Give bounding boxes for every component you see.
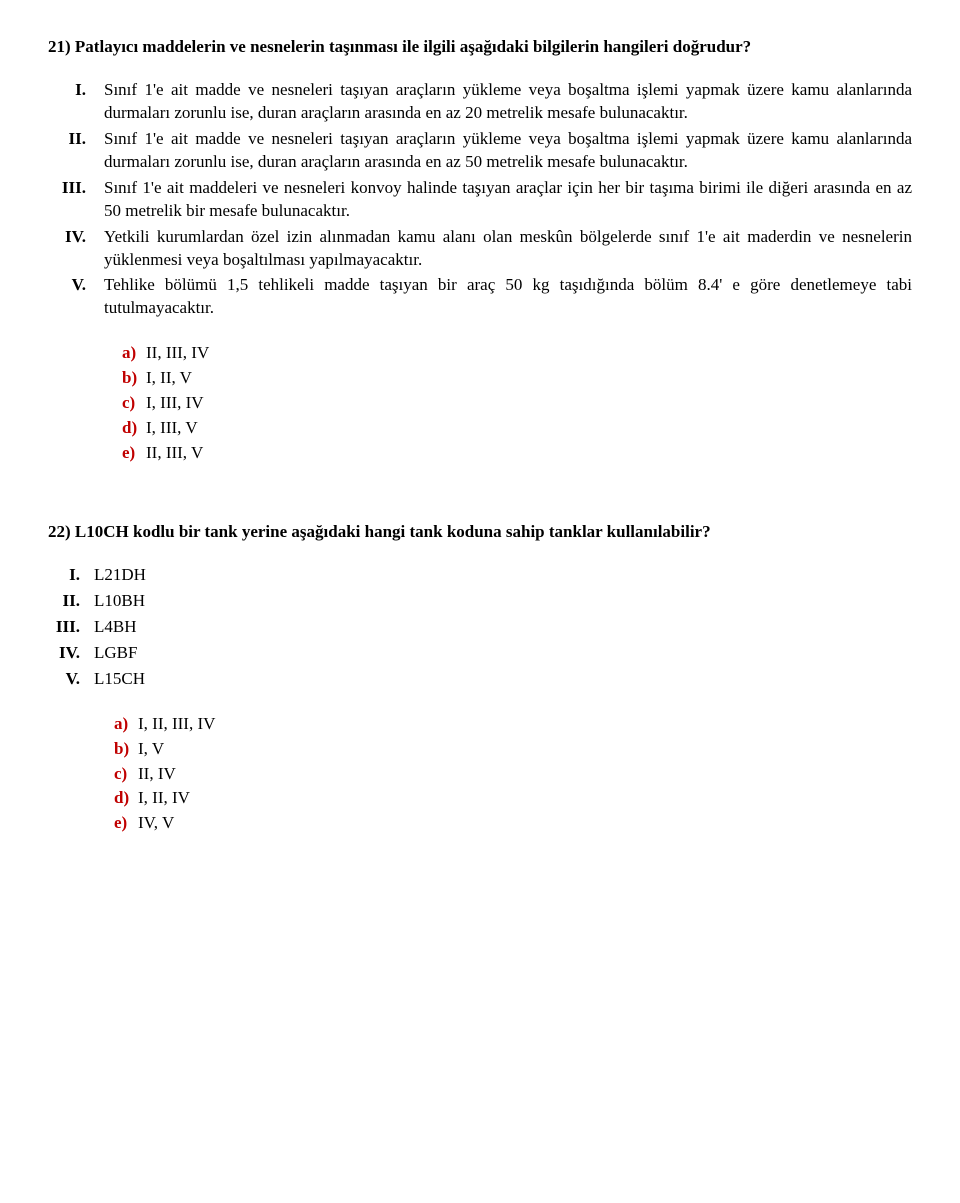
option-label: e) (122, 442, 146, 465)
statement: II. Sınıf 1'e ait madde ve nesneleri taş… (48, 128, 912, 174)
question-21: 21) Patlayıcı maddelerin ve nesnelerin t… (48, 36, 912, 465)
option-text: II, IV (138, 763, 912, 786)
question-22-statements: I. L21DH II. L10BH III. L4BH IV. LGBF V.… (48, 564, 912, 691)
option-text: I, III, IV (146, 392, 912, 415)
statement: IV. Yetkili kurumlardan özel izin alınma… (48, 226, 912, 272)
option[interactable]: d) I, III, V (122, 417, 912, 440)
statement-text: Sınıf 1'e ait madde ve nesneleri taşıyan… (104, 128, 912, 174)
statement-text: Tehlike bölümü 1,5 tehlikeli madde taşıy… (104, 274, 912, 320)
question-22: 22) L10CH kodlu bir tank yerine aşağıdak… (48, 521, 912, 835)
statement: I. Sınıf 1'e ait madde ve nesneleri taşı… (48, 79, 912, 125)
statement: II. L10BH (48, 590, 912, 613)
option-label: a) (122, 342, 146, 365)
statement-text: Sınıf 1'e ait madde ve nesneleri taşıyan… (104, 79, 912, 125)
question-21-number: 21) (48, 37, 71, 56)
statement-label: V. (48, 274, 104, 320)
option-label: c) (114, 763, 138, 786)
option[interactable]: a) II, III, IV (122, 342, 912, 365)
question-21-options: a) II, III, IV b) I, II, V c) I, III, IV… (122, 342, 912, 465)
option-label: d) (122, 417, 146, 440)
statement-text: Sınıf 1'e ait maddeleri ve nesneleri kon… (104, 177, 912, 223)
option-text: IV, V (138, 812, 912, 835)
statement: III. Sınıf 1'e ait maddeleri ve nesneler… (48, 177, 912, 223)
statement: III. L4BH (48, 616, 912, 639)
question-22-header: 22) L10CH kodlu bir tank yerine aşağıdak… (48, 521, 912, 544)
statement-label: V. (48, 668, 94, 691)
statement-text: L10BH (94, 590, 912, 613)
statement: IV. LGBF (48, 642, 912, 665)
option[interactable]: d) I, II, IV (114, 787, 912, 810)
option-label: e) (114, 812, 138, 835)
option[interactable]: c) I, III, IV (122, 392, 912, 415)
option[interactable]: a) I, II, III, IV (114, 713, 912, 736)
option[interactable]: b) I, V (114, 738, 912, 761)
option-label: c) (122, 392, 146, 415)
statement-label: IV. (48, 642, 94, 665)
option-text: I, II, V (146, 367, 912, 390)
option-text: I, II, III, IV (138, 713, 912, 736)
question-21-header: 21) Patlayıcı maddelerin ve nesnelerin t… (48, 36, 912, 59)
option[interactable]: b) I, II, V (122, 367, 912, 390)
option-text: I, III, V (146, 417, 912, 440)
question-21-prompt: Patlayıcı maddelerin ve nesnelerin taşın… (75, 37, 751, 56)
option-text: II, III, IV (146, 342, 912, 365)
statement-label: III. (48, 177, 104, 223)
statement-label: III. (48, 616, 94, 639)
statement-label: II. (48, 590, 94, 613)
statement: I. L21DH (48, 564, 912, 587)
option[interactable]: c) II, IV (114, 763, 912, 786)
question-22-options: a) I, II, III, IV b) I, V c) II, IV d) I… (114, 713, 912, 836)
statement-label: II. (48, 128, 104, 174)
statement-text: L15CH (94, 668, 912, 691)
option-label: d) (114, 787, 138, 810)
option-label: a) (114, 713, 138, 736)
statement: V. L15CH (48, 668, 912, 691)
option-label: b) (122, 367, 146, 390)
option[interactable]: e) IV, V (114, 812, 912, 835)
option[interactable]: e) II, III, V (122, 442, 912, 465)
statement-text: Yetkili kurumlardan özel izin alınmadan … (104, 226, 912, 272)
statement-text: L21DH (94, 564, 912, 587)
option-text: II, III, V (146, 442, 912, 465)
question-21-statements: I. Sınıf 1'e ait madde ve nesneleri taşı… (48, 79, 912, 320)
option-text: I, II, IV (138, 787, 912, 810)
question-22-number: 22) (48, 522, 71, 541)
statement-label: I. (48, 564, 94, 587)
statement-label: IV. (48, 226, 104, 272)
question-22-prompt: L10CH kodlu bir tank yerine aşağıdaki ha… (75, 522, 711, 541)
statement-label: I. (48, 79, 104, 125)
statement-text: L4BH (94, 616, 912, 639)
statement-text: LGBF (94, 642, 912, 665)
statement: V. Tehlike bölümü 1,5 tehlikeli madde ta… (48, 274, 912, 320)
option-label: b) (114, 738, 138, 761)
option-text: I, V (138, 738, 912, 761)
